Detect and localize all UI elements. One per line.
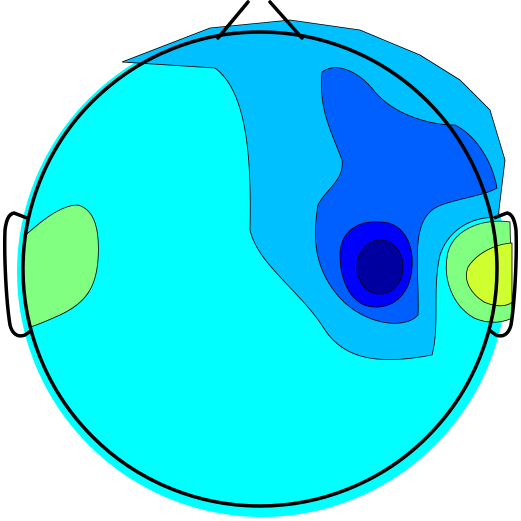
nose-outline [216,0,304,40]
head-outline [21,30,499,508]
left-temporal-green [23,204,99,331]
left-ear-outline [3,211,34,338]
right-temporal-yellow [466,242,513,307]
right-ear-outline [487,211,518,338]
central-dark-blue-core [356,239,404,295]
